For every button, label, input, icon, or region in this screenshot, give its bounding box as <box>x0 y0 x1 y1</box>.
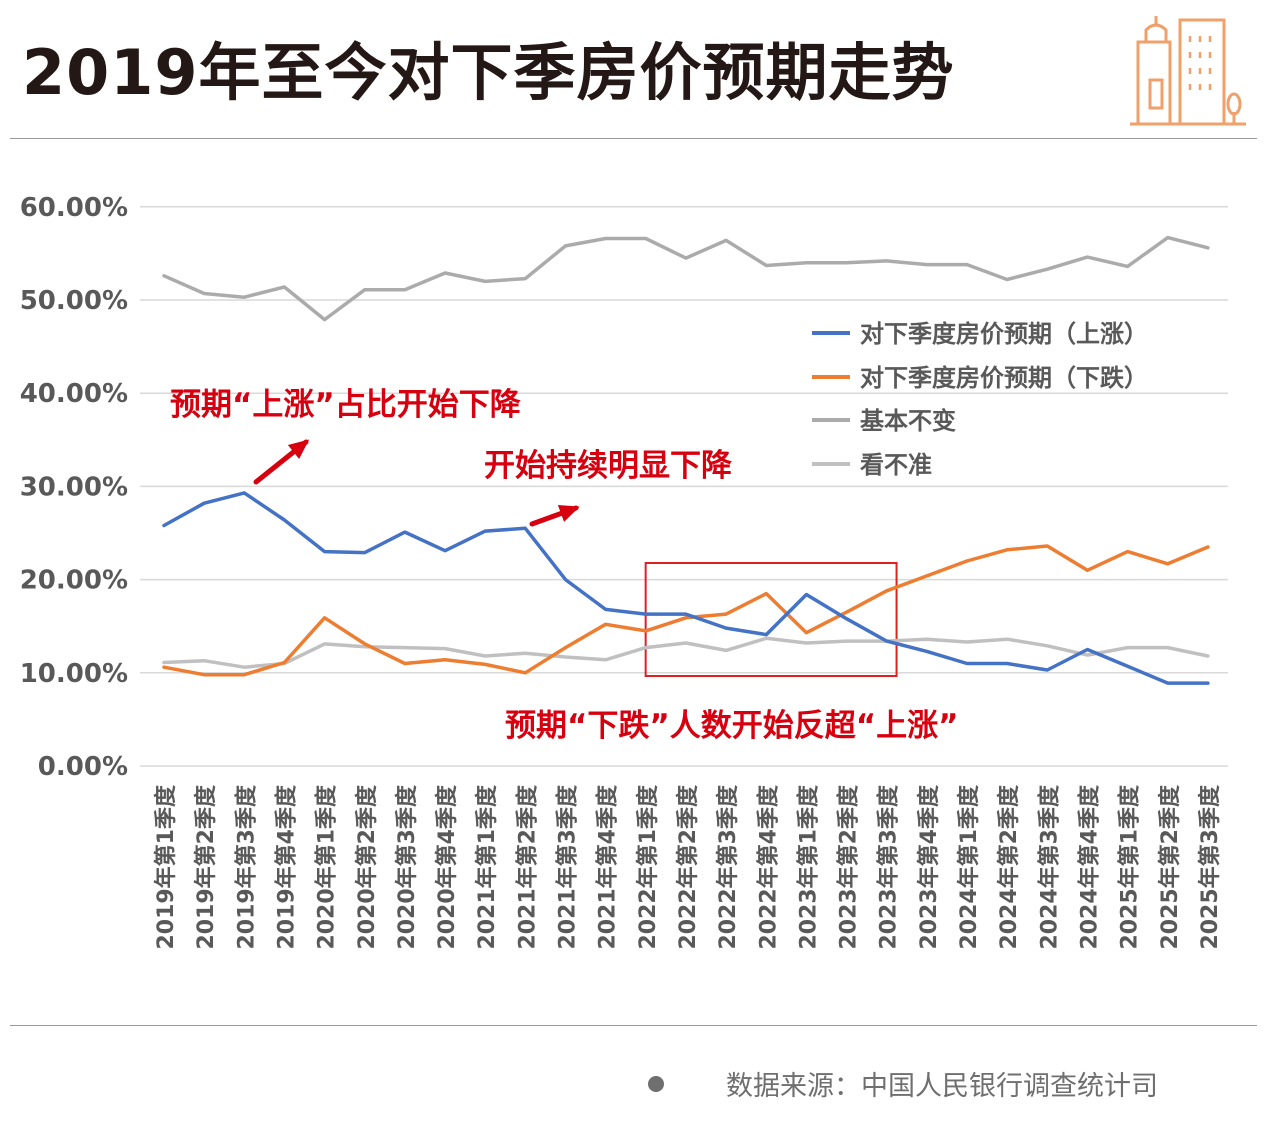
x-tick-label: 2023年第1季度 <box>795 784 821 950</box>
x-tick-label: 2020年第1季度 <box>314 784 340 950</box>
x-tick-label: 2019年第3季度 <box>233 784 259 950</box>
y-tick-label: 20.00% <box>20 566 128 596</box>
x-tick-label: 2022年第4季度 <box>755 784 781 950</box>
x-tick-label: 2023年第4季度 <box>916 784 942 950</box>
series-line <box>162 544 1210 677</box>
source-note: 数据来源：中国人民银行调查统计司 <box>648 1064 1158 1103</box>
city-buildings-icon <box>1130 16 1246 126</box>
x-tick-label: 2020年第3季度 <box>394 784 420 950</box>
x-tick-label: 2024年第3季度 <box>1036 784 1062 950</box>
x-tick-label: 2022年第2季度 <box>675 784 701 950</box>
x-tick-label: 2023年第3季度 <box>876 784 902 950</box>
x-tick-label: 2019年第4季度 <box>273 784 299 950</box>
source-text: 数据来源：中国人民银行调查统计司 <box>726 1071 1158 1102</box>
x-tick-label: 2021年第2季度 <box>514 784 540 950</box>
x-tick-label: 2020年第4季度 <box>434 784 460 950</box>
legend-label: 对下季度房价预期（上涨） <box>860 320 1148 348</box>
y-tick-label: 30.00% <box>20 472 128 502</box>
annotation-arrow-head <box>287 439 310 460</box>
series-line <box>162 636 1210 669</box>
annotation-text: 开始持续明显下降 <box>484 448 733 484</box>
y-tick-label: 10.00% <box>20 659 128 689</box>
x-tick-label: 2024年第2季度 <box>996 784 1022 950</box>
y-tick-label: 50.00% <box>20 286 128 316</box>
y-tick-label: 0.00% <box>38 752 128 782</box>
annotation-text: 预期“上涨”占比开始下降 <box>170 387 522 423</box>
series-line <box>162 235 1210 322</box>
x-tick-label: 2020年第2季度 <box>354 784 380 950</box>
x-tick-label: 2024年第1季度 <box>956 784 982 950</box>
x-tick-label: 2025年第2季度 <box>1157 784 1183 950</box>
footer-divider <box>10 1025 1257 1026</box>
bullet-icon <box>648 1075 664 1092</box>
y-tick-label: 60.00% <box>20 193 128 223</box>
y-tick-label: 40.00% <box>20 379 128 409</box>
page-title: 2019年至今对下季房价预期走势 <box>22 36 955 109</box>
x-tick-label: 2022年第1季度 <box>635 784 661 950</box>
x-tick-label: 2019年第1季度 <box>153 784 179 950</box>
line-chart: 0.00% 10.00% 20.00% 30.00% 40.00% 50.00% 60.00… <box>20 193 1228 950</box>
series-line <box>162 491 1210 685</box>
x-tick-label: 2022年第3季度 <box>715 784 741 950</box>
annotation-arrow-head <box>557 505 580 522</box>
legend-label: 对下季度房价预期（下跌） <box>860 364 1148 392</box>
highlight-box <box>644 562 898 677</box>
annotation-text: 预期“下跌”人数开始反超“上涨” <box>505 708 959 744</box>
x-tick-label: 2023年第2季度 <box>836 784 862 950</box>
x-tick-label: 2021年第1季度 <box>474 784 500 950</box>
x-tick-label: 2025年第3季度 <box>1197 784 1223 950</box>
x-tick-label: 2021年第4季度 <box>595 784 621 950</box>
legend-label: 看不准 <box>860 451 932 479</box>
x-tick-label: 2021年第3季度 <box>555 784 581 950</box>
legend-label: 基本不变 <box>860 407 956 435</box>
x-tick-label: 2024年第4季度 <box>1076 784 1102 950</box>
x-tick-label: 2025年第1季度 <box>1117 784 1143 950</box>
x-tick-label: 2019年第2季度 <box>193 784 219 950</box>
title-divider <box>10 138 1257 139</box>
